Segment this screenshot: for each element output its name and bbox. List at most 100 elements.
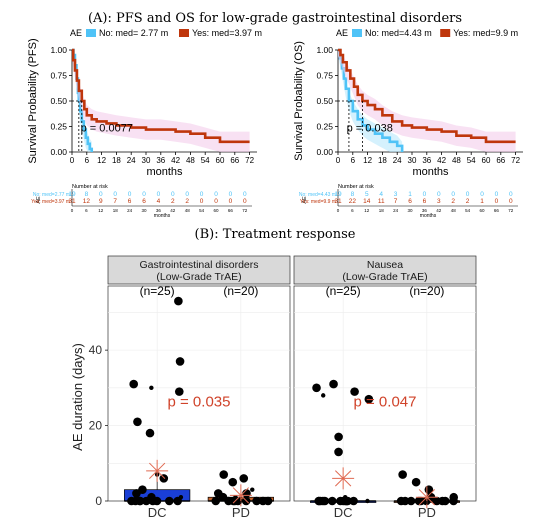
data-point: [127, 496, 136, 506]
risk-value: 0: [171, 191, 175, 198]
data-point: [321, 393, 326, 398]
risk-value: 1: [408, 191, 412, 198]
km-plot-os: AE No: med=4.43 m Yes: med=9.9 m 0.00 0.25 0.…: [293, 28, 523, 178]
km-x-tick-label: 36: [422, 156, 431, 165]
data-point: [165, 496, 174, 506]
risk-x-tick-label: 66: [494, 208, 500, 213]
km-y-tick-label: 0.25: [316, 122, 333, 132]
data-point: [432, 496, 442, 506]
facet-title: Nausea: [367, 259, 403, 271]
group-count: (n=25): [140, 284, 175, 298]
box-y-tick-label: 0: [95, 494, 102, 508]
data-point: [129, 379, 139, 389]
risk-value: 0: [495, 198, 499, 205]
data-point: [364, 394, 374, 404]
risk-title: Number at risk: [338, 184, 374, 190]
facet-title: Gastrointestinal disorders: [139, 259, 258, 271]
legend-label-1: Yes: med=3.97 m: [192, 28, 262, 38]
km-x-tick-label: 72: [511, 156, 520, 165]
risk-value: 0: [423, 191, 427, 198]
data-point: [224, 496, 233, 506]
km-x-tick-label: 30: [142, 156, 151, 165]
data-point: [327, 496, 337, 506]
facet-strip: [107, 255, 291, 285]
km-confidence-band-1: [72, 50, 250, 152]
risk-x-tick-label: 54: [465, 208, 471, 213]
km-x-tick-label: 42: [437, 156, 446, 165]
km-y-tick-label: 0.50: [316, 96, 333, 106]
legend-title: AE: [70, 28, 82, 38]
risk-value: 6: [423, 198, 427, 205]
km-x-tick-label: 18: [112, 156, 121, 165]
risk-value: 0: [214, 191, 218, 198]
km-x-tick-label: 6: [351, 156, 356, 165]
data-point: [336, 496, 345, 506]
risk-value: 2: [171, 198, 175, 205]
risk-x-tick-label: 12: [364, 208, 370, 213]
risk-x-tick-label: 36: [422, 208, 428, 213]
boxplot-gastrointestinal: Gastrointestinal disorders(Low-Grade TrA…: [89, 255, 291, 520]
data-point: [159, 474, 169, 483]
km-x-tick-label: 72: [245, 156, 254, 165]
risk-value: 3: [437, 198, 441, 205]
km-curve-1: [338, 48, 516, 144]
risk-x-tick-label: 30: [407, 208, 413, 213]
facet-strip: [293, 255, 477, 285]
data-point: [312, 383, 321, 393]
data-point: [175, 357, 185, 366]
risk-x-tick-label: 42: [170, 208, 176, 213]
box-x-tick-label: PD: [232, 505, 250, 520]
km-x-tick-label: 24: [393, 156, 402, 165]
km-x-tick-label: 0: [70, 156, 75, 165]
km-legend: AE No: med= 2.77 m Yes: med=3.97 m: [70, 28, 262, 38]
risk-value: 8: [351, 191, 355, 198]
risk-value: 2: [451, 198, 455, 205]
km-y-tick-label: 1.00: [50, 45, 67, 55]
km-y-axis-label: Survival Probability (PFS): [27, 38, 39, 163]
risk-value: 0: [142, 191, 146, 198]
risk-value: 0: [495, 191, 499, 198]
risk-value: 1: [480, 198, 484, 205]
risk-value: 0: [229, 191, 233, 198]
risk-value: 0: [185, 191, 189, 198]
risk-x-tick-label: 54: [199, 208, 205, 213]
mean-marker: [149, 462, 166, 479]
data-point: [258, 496, 268, 506]
risk-value: 0: [229, 198, 233, 205]
data-point: [174, 296, 183, 306]
data-point: [411, 477, 421, 487]
legend-label-0: No: med=4.43 m: [365, 28, 432, 38]
risk-value: 0: [99, 191, 103, 198]
km-x-tick-label: 12: [363, 156, 372, 165]
risk-value: 22: [349, 198, 357, 205]
risk-title: Number at risk: [72, 184, 108, 190]
boxplot-pvalue: p = 0.035: [168, 394, 231, 411]
km-x-tick-label: 42: [171, 156, 180, 165]
km-legend: AE No: med=4.43 m Yes: med=9.9 m: [336, 28, 518, 38]
mean-marker: [232, 487, 249, 504]
risk-value: 0: [480, 191, 484, 198]
data-point: [451, 498, 456, 504]
risk-row-label: Yes: med=9.9 m: [300, 199, 336, 205]
data-point: [135, 496, 145, 506]
box-x-tick-label: DC: [334, 505, 353, 520]
risk-value: 0: [113, 191, 117, 198]
km-y-tick-label: 0.00: [50, 147, 67, 157]
risk-value: 9: [99, 198, 103, 205]
risk-row-label: No: med=4.43 m: [299, 192, 336, 198]
risk-value: 0: [128, 191, 132, 198]
mean-marker: [335, 470, 352, 487]
risk-value: 12: [83, 198, 91, 205]
km-x-axis-label: months: [412, 166, 449, 178]
data-point: [252, 496, 261, 506]
box-y-tick-label: 40: [89, 343, 103, 357]
data-point: [144, 498, 149, 504]
km-x-tick-label: 54: [467, 156, 476, 165]
legend-key-1: [440, 29, 451, 37]
risk-x-tick-label: 18: [113, 208, 119, 213]
risk-value: 0: [509, 198, 513, 205]
data-point: [350, 387, 359, 396]
risk-value: 0: [451, 191, 455, 198]
facet-subtitle: (Low-Grade TrAE): [156, 271, 241, 283]
